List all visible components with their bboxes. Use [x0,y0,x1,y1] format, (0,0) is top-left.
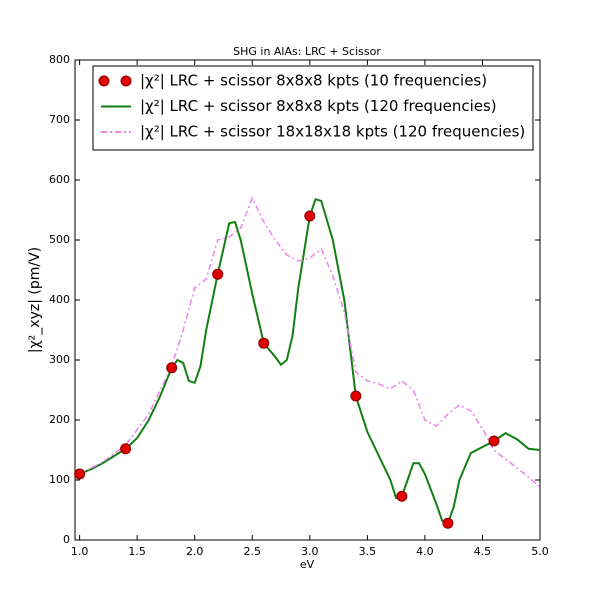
y-tick-label: 400 [49,293,70,306]
scatter-point [74,468,86,480]
y-tick-label: 700 [49,113,70,126]
legend-label: |χ²| LRC + scissor 8x8x8 kpts (10 freque… [140,72,487,90]
legend-label: |χ²| LRC + scissor 18x18x18 kpts (120 fr… [140,123,525,141]
scatter-point [350,390,362,402]
x-tick-label: 2.0 [186,545,204,558]
y-tick-label: 200 [49,413,70,426]
x-axis-label: eV [300,558,315,571]
scatter-point [120,443,132,455]
x-tick-label: 3.5 [359,545,377,558]
chart-title: SHG in AlAs: LRC + Scissor [233,45,381,58]
legend-box [92,65,534,151]
y-tick-label: 0 [63,533,70,546]
legend-marker [98,75,110,87]
line-series [79,196,541,488]
scatter-point [166,362,178,374]
x-tick-label: 2.5 [244,545,262,558]
y-tick-label: 500 [49,233,70,246]
plot-frame [74,59,541,541]
scatter-point [442,517,454,529]
scatter-point [304,210,316,222]
x-tick-label: 4.5 [474,545,492,558]
scatter-point [488,435,500,447]
y-tick-label: 300 [49,353,70,366]
legend-label: |χ²| LRC + scissor 8x8x8 kpts (120 frequ… [140,97,497,115]
legend-marker [120,75,132,87]
y-tick-label: 800 [49,53,70,66]
y-tick-label: 100 [49,473,70,486]
x-tick-label: 3.0 [301,545,319,558]
x-tick-label: 1.0 [71,545,89,558]
line-series [79,197,541,525]
scatter-point [212,268,224,280]
x-tick-label: 5.0 [531,545,549,558]
x-tick-label: 4.0 [416,545,434,558]
y-tick-label: 600 [49,173,70,186]
x-tick-label: 1.5 [128,545,146,558]
scatter-point [258,337,270,349]
y-axis-label: |χ²_xyz| (pm/V) [27,247,43,353]
scatter-point [396,490,408,502]
